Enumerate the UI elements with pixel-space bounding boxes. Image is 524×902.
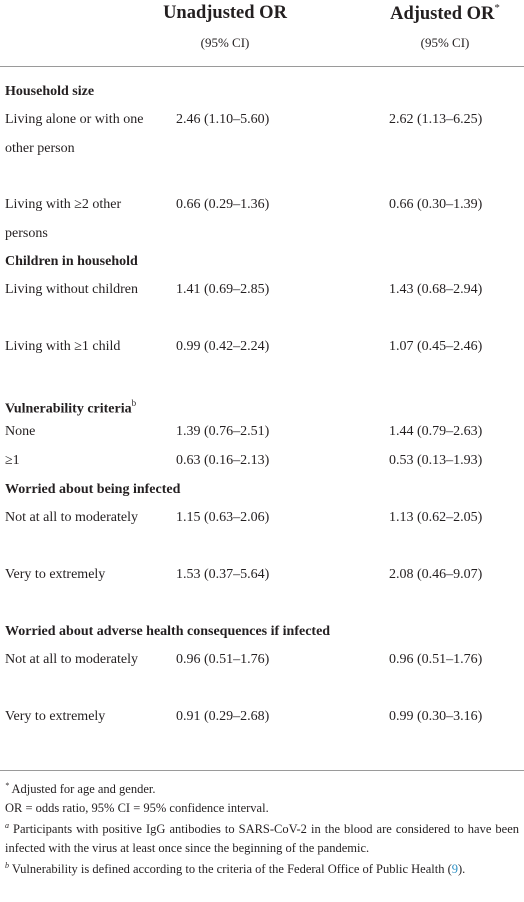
adjusted-or-value: 0.99 (0.30–3.16) xyxy=(389,709,483,724)
unadjusted-or-value: 0.63 (0.16–2.13) xyxy=(176,453,270,468)
col-adjusted-mark: * xyxy=(494,2,500,14)
unadjusted-or-value: 0.96 (0.51–1.76) xyxy=(176,652,270,667)
col-adjusted-sub: (95% CI) xyxy=(420,35,470,50)
adjusted-or-value: 0.96 (0.51–1.76) xyxy=(389,652,483,667)
footnote-mark: b xyxy=(5,861,9,871)
adjusted-or-value: 0.53 (0.13–1.93) xyxy=(389,453,483,468)
unadjusted-or-value: 0.91 (0.29–2.68) xyxy=(176,709,270,724)
row-label: Living with ≥2 other persons xyxy=(5,197,122,241)
unadjusted-or-value: 1.41 (0.69–2.85) xyxy=(176,282,270,297)
row-label: Not at all to moderately xyxy=(5,652,138,667)
reference-link[interactable]: 9 xyxy=(451,862,458,877)
adjusted-or-value: 1.13 (0.62–2.05) xyxy=(389,510,483,525)
col-adjusted-title-text: Adjusted OR xyxy=(390,4,495,25)
row-label: Living alone or with one other person xyxy=(5,112,144,156)
row-label: Not at all to moderately xyxy=(5,510,138,525)
section-title: Children in household xyxy=(5,254,138,269)
footnote-star: * Adjusted for age and gender. xyxy=(5,777,519,799)
unadjusted-or-value: 0.99 (0.42–2.24) xyxy=(176,339,270,354)
unadjusted-or-value: 2.46 (1.10–5.60) xyxy=(176,112,270,127)
section-title: Worried about adverse health consequence… xyxy=(5,624,331,639)
unadjusted-or-value: 1.39 (0.76–2.51) xyxy=(176,424,270,439)
row-label: Living with ≥1 child xyxy=(5,339,121,354)
row-label: Living without children xyxy=(5,282,138,297)
col-unadjusted-sub: (95% CI) xyxy=(200,35,250,50)
footer-rule xyxy=(0,770,524,771)
footnote-abbrev: OR = odds ratio, 95% CI = 95% confidence… xyxy=(5,800,269,815)
table-header: Unadjusted OR (95% CI) Adjusted OR* (95%… xyxy=(0,0,524,84)
footnote-text-end: ). xyxy=(458,862,466,877)
footnote-mark: * xyxy=(5,781,9,790)
adjusted-or-value: 1.07 (0.45–2.46) xyxy=(389,339,483,354)
footnotes: * Adjusted for age and gender. OR = odds… xyxy=(5,777,519,879)
unadjusted-or-value: 1.15 (0.63–2.06) xyxy=(176,510,270,525)
adjusted-or-value: 2.08 (0.46–9.07) xyxy=(389,567,483,582)
row-label: Very to extremely xyxy=(5,709,106,724)
footnote-mark: b xyxy=(131,398,137,408)
col-adjusted-title: Adjusted OR* xyxy=(390,2,500,25)
adjusted-or-value: 0.66 (0.30–1.39) xyxy=(389,197,483,212)
section-title: Worried about being infected xyxy=(5,482,181,497)
footnote-text: Adjusted for age and gender. xyxy=(11,782,156,797)
section-title-wrap: Vulnerability criteriab xyxy=(5,390,515,424)
footnote-text: Participants with positive IgG antibodie… xyxy=(5,822,519,855)
adjusted-or-value: 1.44 (0.79–2.63) xyxy=(389,424,483,439)
row-label: ≥1 xyxy=(5,453,20,468)
adjusted-or-value: 1.43 (0.68–2.94) xyxy=(389,282,483,297)
footnote-b: b Vulnerability is defined according to … xyxy=(5,857,519,879)
unadjusted-or-value: 0.66 (0.29–1.36) xyxy=(176,197,270,212)
footnote-mark: a xyxy=(5,821,9,831)
row-label: Very to extremely xyxy=(5,567,106,582)
unadjusted-or-value: 1.53 (0.37–5.64) xyxy=(176,567,270,582)
adjusted-or-value: 2.62 (1.13–6.25) xyxy=(389,112,483,127)
footnote-a: a Participants with positive IgG antibod… xyxy=(5,817,519,857)
section-title: Vulnerability criteria xyxy=(5,401,132,417)
header-rule xyxy=(0,66,524,67)
row-label: None xyxy=(5,424,36,439)
section-title: Household size xyxy=(5,84,95,99)
col-unadjusted-title: Unadjusted OR xyxy=(163,3,287,23)
footnote-text: Vulnerability is defined according to th… xyxy=(11,862,452,877)
